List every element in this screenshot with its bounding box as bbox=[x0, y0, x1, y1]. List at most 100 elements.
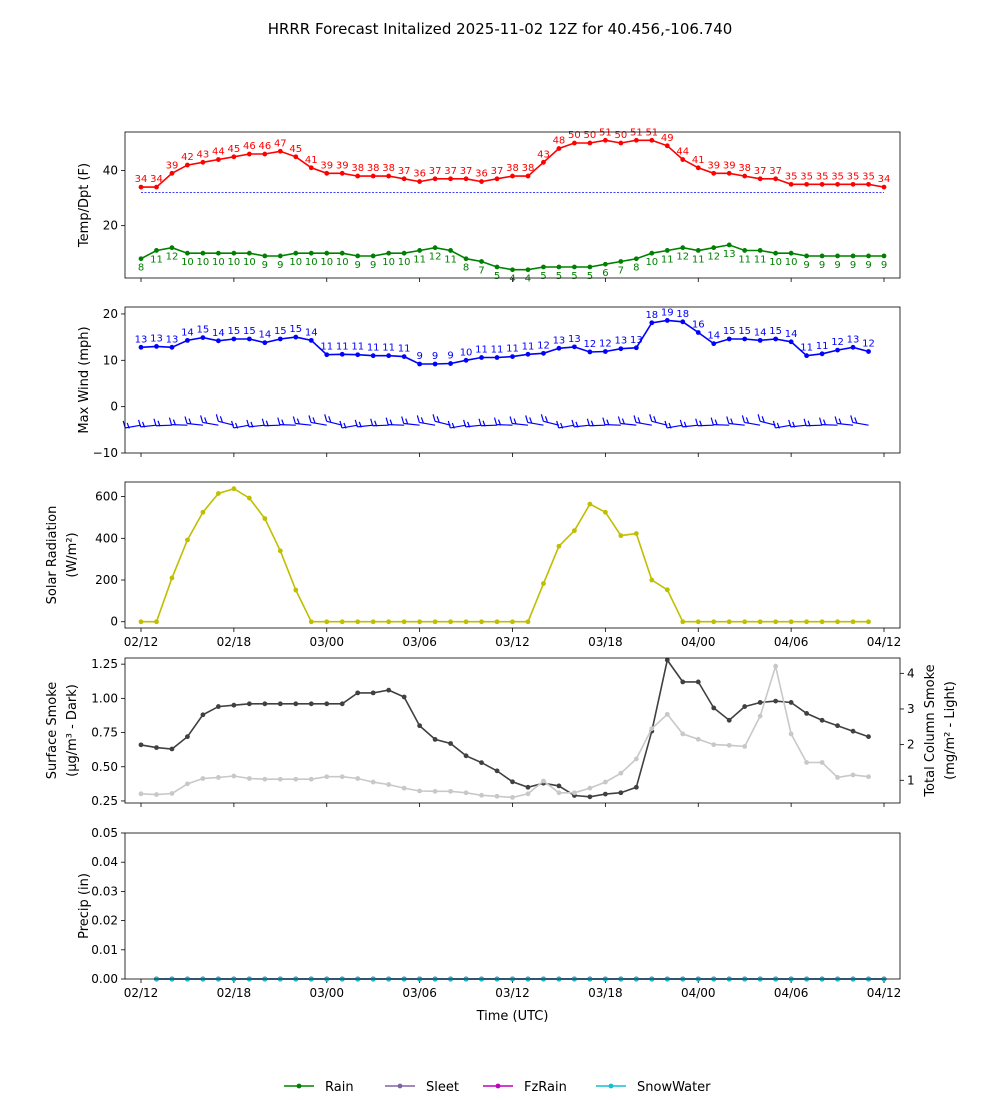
wind-barb-flag bbox=[788, 419, 792, 428]
dewpoint-point bbox=[308, 250, 314, 256]
solar-radiation-point bbox=[246, 495, 252, 501]
solar-radiation-point bbox=[169, 575, 175, 581]
temperature-point bbox=[726, 170, 732, 176]
solar-radiation-point bbox=[587, 501, 593, 507]
x-tick-label: 03/00 bbox=[309, 986, 344, 1000]
solar-radiation-line bbox=[141, 487, 869, 623]
temperature-point bbox=[556, 146, 562, 151]
surface-smoke-point bbox=[494, 768, 500, 774]
y-right-axis-label: Total Column Smoke bbox=[923, 664, 938, 797]
max-wind-data-label: 9 bbox=[432, 351, 438, 362]
wind-barb-flag bbox=[792, 421, 796, 428]
dewpoint-point bbox=[757, 248, 763, 253]
max-wind-point bbox=[417, 361, 423, 367]
total-column-smoke-point bbox=[324, 774, 330, 780]
dewpoint-point bbox=[742, 248, 748, 253]
wind-barb-flag bbox=[184, 416, 188, 424]
surface-smoke-point bbox=[277, 701, 283, 707]
temperature-data-label: 51 bbox=[599, 127, 612, 138]
wind-barb-staff bbox=[279, 424, 296, 426]
surface-smoke-point bbox=[525, 784, 531, 790]
dewpoint-point bbox=[850, 253, 856, 259]
wind-barb-flag bbox=[621, 418, 625, 425]
legend-label: SnowWater bbox=[637, 1080, 711, 1095]
max-wind-data-label: 18 bbox=[676, 309, 689, 320]
y-tick-label: 0 bbox=[110, 615, 118, 629]
panel-frame bbox=[124, 657, 901, 804]
solar-radiation-point bbox=[231, 486, 237, 492]
temperature-point bbox=[355, 173, 361, 179]
dewpoint-data-label: 11 bbox=[150, 254, 163, 265]
total-column-smoke-point bbox=[618, 770, 624, 776]
wind-barb-staff bbox=[295, 422, 312, 426]
max-wind-point bbox=[664, 318, 670, 323]
total-column-smoke-point bbox=[370, 779, 376, 785]
surface-smoke-point bbox=[463, 753, 469, 759]
y-tick-label: 0.05 bbox=[91, 826, 118, 840]
surface-smoke-point bbox=[633, 784, 639, 790]
dewpoint-data-label: 10 bbox=[243, 257, 256, 268]
dewpoint-data-label: 6 bbox=[602, 268, 608, 279]
temperature-point bbox=[788, 181, 794, 187]
solar-radiation-point bbox=[602, 509, 608, 515]
max-wind-data-label: 11 bbox=[382, 343, 395, 354]
wind-barb-flag bbox=[328, 416, 332, 423]
wind-barb-staff bbox=[790, 424, 807, 428]
wind-barb-flag bbox=[312, 417, 316, 424]
temperature-data-label: 45 bbox=[289, 144, 302, 155]
max-wind-data-label: 9 bbox=[447, 351, 453, 362]
max-wind-point bbox=[819, 351, 825, 357]
max-wind-data-label: 11 bbox=[398, 344, 411, 355]
temperature-data-label: 35 bbox=[800, 171, 813, 182]
wind-barb-flag bbox=[653, 416, 657, 423]
temperature-point bbox=[200, 159, 206, 165]
panel-frame bbox=[124, 481, 901, 629]
max-wind-point bbox=[510, 354, 515, 359]
solar-radiation-point bbox=[819, 619, 825, 625]
total-column-smoke-point bbox=[587, 785, 593, 791]
surface-smoke-point bbox=[200, 712, 206, 718]
temperature-data-label: 35 bbox=[847, 171, 860, 182]
wind-barb-flag bbox=[292, 416, 296, 424]
temperature-point bbox=[541, 159, 546, 165]
temperature-data-label: 37 bbox=[491, 166, 504, 177]
temperature-point bbox=[773, 176, 779, 182]
surface-smoke-point bbox=[804, 711, 810, 716]
dewpoint-data-label: 11 bbox=[738, 254, 751, 265]
wind-barb-staff bbox=[125, 424, 142, 429]
temperature-point bbox=[448, 176, 453, 182]
temperature-point bbox=[633, 137, 639, 143]
wind-barb-flag bbox=[575, 421, 579, 428]
temperature-point bbox=[494, 176, 500, 182]
solar-radiation-point bbox=[479, 619, 484, 625]
max-wind-point bbox=[804, 353, 810, 359]
max-wind-point bbox=[432, 361, 438, 367]
wind-barb-flag bbox=[153, 418, 157, 426]
series-surface-smoke bbox=[138, 657, 871, 800]
max-wind-point bbox=[695, 330, 701, 335]
max-wind-data-label: 13 bbox=[150, 333, 163, 344]
y-tick-label: 600 bbox=[95, 490, 118, 504]
max-wind-point bbox=[185, 337, 190, 343]
wind-barb-flag bbox=[807, 420, 811, 427]
y-tick-label: 0.00 bbox=[91, 972, 118, 986]
dewpoint-point bbox=[649, 250, 655, 256]
max-wind-data-label: 13 bbox=[166, 334, 179, 345]
temperature-data-label: 46 bbox=[258, 141, 271, 152]
y-tick-label: 0.25 bbox=[91, 794, 118, 808]
solar-radiation-point bbox=[773, 619, 779, 625]
solar-radiation-point bbox=[711, 619, 717, 625]
wind-barb-flag bbox=[668, 422, 672, 429]
dewpoint-point bbox=[881, 253, 887, 259]
temperature-data-label: 46 bbox=[243, 141, 256, 152]
temperature-data-label: 43 bbox=[537, 149, 550, 160]
max-wind-point bbox=[835, 347, 840, 353]
temperature-data-label: 50 bbox=[614, 130, 627, 141]
wind-barb-flag bbox=[556, 420, 560, 429]
temperature-data-label: 42 bbox=[181, 152, 194, 163]
temperature-point bbox=[525, 173, 531, 179]
wind-barb-staff bbox=[233, 424, 250, 429]
